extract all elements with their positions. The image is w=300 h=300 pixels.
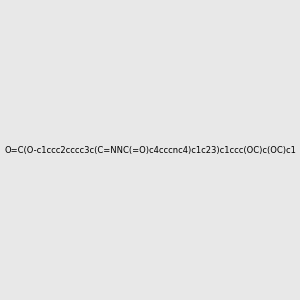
Text: O=C(O-c1ccc2cccc3c(C=NNC(=O)c4cccnc4)c1c23)c1ccc(OC)c(OC)c1: O=C(O-c1ccc2cccc3c(C=NNC(=O)c4cccnc4)c1c…: [4, 146, 296, 154]
